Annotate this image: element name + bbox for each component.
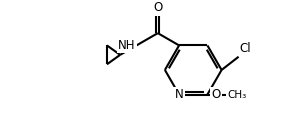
Text: N: N — [175, 88, 183, 101]
Text: CH₃: CH₃ — [227, 90, 246, 99]
Text: Cl: Cl — [239, 42, 251, 55]
Text: NH: NH — [118, 39, 135, 52]
Text: O: O — [211, 88, 220, 101]
Text: O: O — [153, 1, 162, 14]
